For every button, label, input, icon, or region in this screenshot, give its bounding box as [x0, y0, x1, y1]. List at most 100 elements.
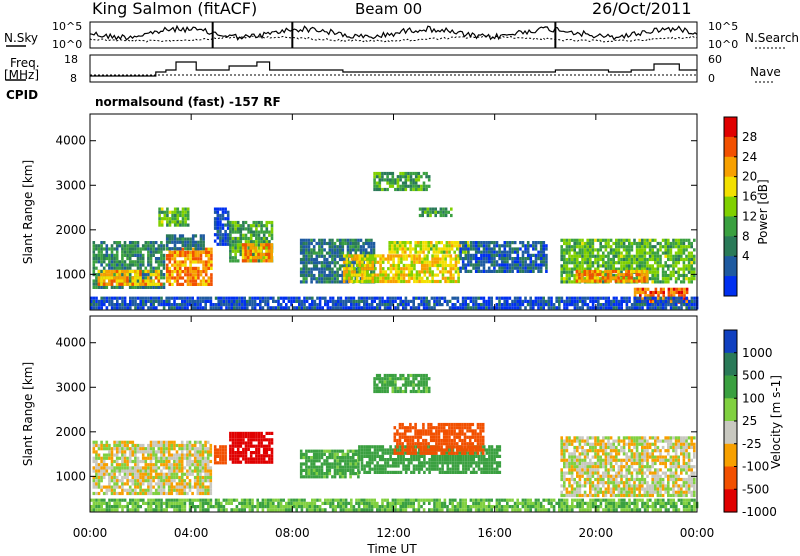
- heatmap-cell: [355, 239, 358, 242]
- heatmap-cell: [266, 451, 269, 454]
- heatmap-cell: [311, 303, 314, 306]
- heatmap-cell: [230, 297, 233, 300]
- heatmap-cell: [234, 438, 237, 441]
- heatmap-cell: [683, 242, 686, 245]
- heatmap-cell: [142, 447, 145, 450]
- heatmap-cell: [329, 462, 332, 465]
- heatmap-cell: [129, 254, 132, 257]
- heatmap-cell: [388, 241, 391, 244]
- heatmap-cell: [607, 300, 610, 303]
- heatmap-cell: [410, 172, 413, 175]
- heatmap-cell: [641, 300, 644, 303]
- heatmap-cell: [169, 254, 172, 257]
- heatmap-cell: [509, 244, 512, 247]
- heatmap-cell: [563, 258, 566, 261]
- heatmap-cell: [450, 270, 453, 273]
- heatmap-cell: [326, 280, 329, 283]
- heatmap-cell: [323, 453, 326, 456]
- heatmap-cell: [142, 492, 145, 495]
- heatmap-cell: [641, 306, 644, 309]
- heatmap-cell: [132, 247, 135, 250]
- heatmap-cell: [438, 251, 441, 254]
- heatmap-cell: [191, 306, 194, 309]
- heatmap-cell: [428, 306, 431, 309]
- heatmap-cell: [179, 234, 182, 237]
- heatmap-cell: [139, 489, 142, 492]
- heatmap-cell: [685, 258, 688, 261]
- heatmap-cell: [431, 264, 434, 267]
- heatmap-cell: [326, 277, 329, 280]
- heatmap-cell: [152, 303, 155, 306]
- heatmap-cell: [323, 280, 326, 283]
- heatmap-cell: [379, 464, 382, 467]
- heatmap-cell: [166, 280, 169, 283]
- heatmap-cell: [651, 258, 654, 261]
- heatmap-cell: [369, 274, 372, 277]
- heatmap-cell: [241, 303, 244, 306]
- heatmap-cell: [429, 270, 432, 273]
- heatmap-cell: [373, 252, 376, 255]
- heatmap-cell: [121, 257, 124, 260]
- heatmap-cell: [369, 280, 372, 283]
- heatmap-cell: [119, 479, 122, 482]
- heatmap-cell: [245, 457, 248, 460]
- heatmap-cell: [222, 452, 225, 455]
- heatmap-cell: [316, 303, 319, 306]
- heatmap-cell: [395, 264, 398, 267]
- heatmap-cell: [184, 297, 187, 300]
- heatmap-cell: [200, 273, 203, 276]
- heatmap-cell: [384, 461, 387, 464]
- heatmap-cell: [106, 463, 109, 466]
- heatmap-cell: [504, 257, 507, 260]
- heatmap-cell: [316, 456, 319, 459]
- heatmap-cell: [612, 276, 615, 279]
- heatmap-cell: [214, 211, 217, 214]
- heatmap-cell: [126, 244, 129, 247]
- heatmap-cell: [651, 252, 654, 255]
- heatmap-cell: [155, 492, 158, 495]
- power-colorbar-tick-label: 4: [742, 249, 750, 263]
- heatmap-cell: [319, 297, 322, 300]
- heatmap-cell: [404, 244, 407, 247]
- heatmap-cell: [176, 457, 179, 460]
- heatmap-cell: [355, 306, 358, 309]
- heatmap-cell: [532, 300, 535, 303]
- heatmap-cell: [270, 250, 273, 253]
- heatmap-cell: [434, 264, 437, 267]
- heatmap-cell: [142, 280, 145, 283]
- heatmap-cell: [308, 469, 311, 472]
- heatmap-cell: [202, 486, 205, 489]
- heatmap-cell: [124, 280, 127, 283]
- heatmap-cell: [313, 245, 316, 248]
- heatmap-cell: [321, 239, 324, 242]
- heatmap-cell: [509, 263, 512, 266]
- power-colorbar-segment: [724, 256, 737, 276]
- heatmap-cell: [98, 251, 101, 254]
- heatmap-cell: [189, 460, 192, 463]
- heatmap-cell: [540, 300, 543, 303]
- heatmap-cell: [584, 242, 587, 245]
- heatmap-cell: [163, 444, 166, 447]
- heatmap-cell: [571, 274, 574, 277]
- heatmap-cell: [129, 283, 132, 286]
- heatmap-cell: [389, 452, 392, 455]
- heatmap-cell: [119, 492, 122, 495]
- heatmap-cell: [126, 447, 129, 450]
- heatmap-cell: [382, 458, 385, 461]
- heatmap-cell: [229, 445, 232, 448]
- heatmap-cell: [103, 303, 106, 306]
- heatmap-cell: [568, 239, 571, 242]
- heatmap-cell: [623, 297, 626, 300]
- heatmap-cell: [305, 258, 308, 261]
- heatmap-cell: [646, 258, 649, 261]
- heatmap-cell: [592, 239, 595, 242]
- heatmap-cell: [182, 234, 185, 237]
- heatmap-cell: [126, 280, 129, 283]
- heatmap-cell: [496, 241, 499, 244]
- heatmap-cell: [113, 276, 116, 279]
- heatmap-cell: [373, 300, 376, 303]
- heatmap-cell: [126, 247, 129, 250]
- heatmap-cell: [237, 448, 240, 451]
- heatmap-cell: [387, 280, 390, 283]
- heatmap-cell: [265, 243, 268, 246]
